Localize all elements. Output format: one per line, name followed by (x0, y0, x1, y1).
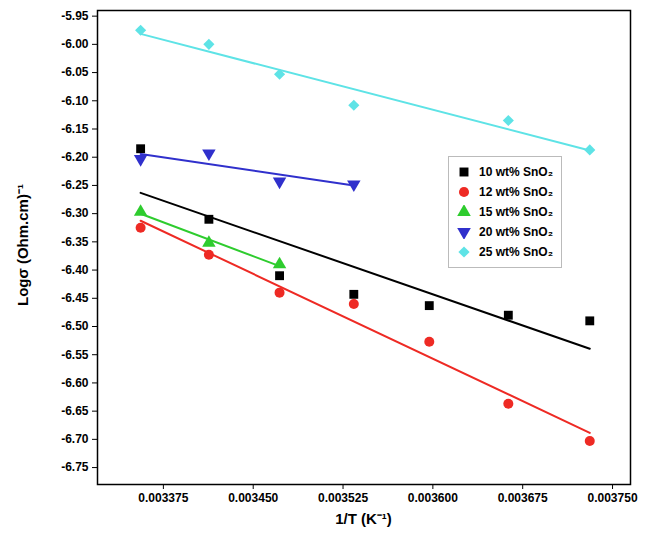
svg-text:-6.70: -6.70 (61, 432, 89, 446)
svg-text:-6.65: -6.65 (61, 404, 89, 418)
html-text:25 wt% SnO₂: 25 wt% SnO₂ (479, 245, 553, 259)
svg-text:-6.10: -6.10 (61, 94, 89, 108)
svg-text:-6.30: -6.30 (61, 206, 89, 220)
svg-text:0.003600: 0.003600 (408, 491, 458, 505)
svg-text:-6.50: -6.50 (61, 319, 89, 333)
svg-text:-6.40: -6.40 (61, 263, 89, 277)
svg-text:-6.15: -6.15 (61, 122, 89, 136)
svg-text:-6.75: -6.75 (61, 460, 89, 474)
html-text:10 wt% SnO₂: 10 wt% SnO₂ (479, 165, 553, 179)
svg-text:0.003750: 0.003750 (588, 491, 638, 505)
svg-text:-6.45: -6.45 (61, 291, 89, 305)
svg-text:0.003375: 0.003375 (138, 491, 188, 505)
html-text:12 wt% SnO₂: 12 wt% SnO₂ (479, 185, 553, 199)
svg-text:-6.60: -6.60 (61, 376, 89, 390)
html-text:20 wt% SnO₂: 20 wt% SnO₂ (479, 225, 553, 239)
svg-text:-6.20: -6.20 (61, 150, 89, 164)
svg-text:-6.25: -6.25 (61, 178, 89, 192)
svg-text:0.003675: 0.003675 (498, 491, 548, 505)
html-text:1/T (K⁻¹): 1/T (K⁻¹) (335, 510, 392, 527)
svg-text:0.003525: 0.003525 (318, 491, 368, 505)
svg-text:-6.35: -6.35 (61, 235, 89, 249)
svg-text:-6.05: -6.05 (61, 65, 89, 79)
svg-text:-5.95: -5.95 (61, 9, 89, 23)
html-text:15 wt% SnO₂: 15 wt% SnO₂ (479, 205, 553, 219)
html-text:Logσ (Ohm.cm)⁻¹: Logσ (Ohm.cm)⁻¹ (14, 184, 31, 306)
svg-text:-6.00: -6.00 (61, 37, 89, 51)
svg-text:0.003450: 0.003450 (228, 491, 278, 505)
svg-text:-6.55: -6.55 (61, 348, 89, 362)
